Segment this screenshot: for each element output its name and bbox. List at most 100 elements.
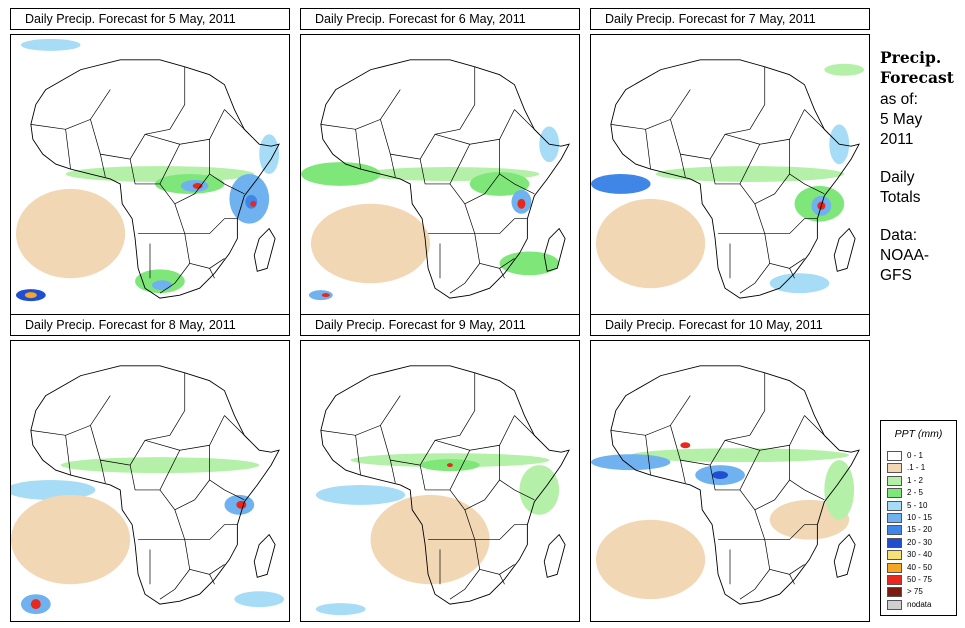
precip-map (590, 340, 870, 622)
legend-item: 40 - 50 (887, 562, 953, 573)
legend-item: nodata (887, 599, 953, 610)
precip-area (630, 448, 850, 463)
precip-area (769, 273, 830, 294)
legend-swatch (887, 562, 902, 573)
country-border (100, 460, 106, 484)
panel-title: Daily Precip. Forecast for 7 May, 2011 (590, 8, 870, 30)
forecast-panel: Daily Precip. Forecast for 9 May, 2011 (300, 314, 580, 622)
country-border (804, 109, 830, 135)
legend-swatch (887, 463, 902, 474)
country-border (380, 372, 476, 466)
country-border (789, 574, 795, 585)
precip-area (591, 174, 651, 194)
country-border (610, 89, 691, 130)
legend-label: 0 - 1 (907, 451, 924, 460)
precip-area (250, 200, 257, 207)
country-border (390, 460, 396, 484)
country-border (90, 66, 186, 160)
precip-area (192, 182, 203, 189)
precip-area (712, 471, 729, 480)
country-border (645, 435, 651, 476)
legend-swatch (887, 525, 902, 536)
country-border (464, 203, 528, 234)
madagascar-outline (833, 533, 856, 578)
country-border (474, 233, 515, 269)
precip-map (10, 34, 290, 316)
legend-item: .1 - 1 (887, 463, 953, 474)
legend-item: 15 - 20 (887, 525, 953, 536)
legend-label: .1 - 1 (907, 463, 926, 473)
precip-area (499, 251, 560, 276)
country-border (645, 129, 651, 170)
country-border (739, 173, 825, 205)
panel-title: Daily Precip. Forecast for 8 May, 2011 (10, 314, 290, 336)
country-border (209, 268, 215, 279)
country-border (65, 435, 71, 476)
precip-area (301, 162, 381, 186)
precip-area (310, 203, 431, 284)
heading-line2: Forecast (880, 68, 954, 87)
country-border (610, 395, 691, 436)
legend-swatch (887, 488, 902, 499)
precip-area (321, 293, 330, 298)
forecast-panel: Daily Precip. Forecast for 8 May, 2011 (10, 314, 290, 622)
country-border (100, 154, 106, 178)
country-border (129, 450, 181, 491)
country-border (144, 415, 225, 451)
precip-map (10, 340, 290, 622)
legend-label: nodata (907, 599, 932, 609)
forecast-info: Precip. Forecast as of: 5 May 2011 Daily… (880, 48, 964, 286)
panel-title: Daily Precip. Forecast for 6 May, 2011 (300, 8, 580, 30)
country-border (724, 109, 805, 145)
legend-label: 50 - 75 (907, 575, 932, 584)
heading-line1: Precip. (880, 48, 942, 67)
country-border (380, 66, 476, 160)
precip-map (300, 340, 580, 622)
precip-area (655, 166, 845, 182)
country-border (174, 509, 238, 540)
madagascar-outline (253, 227, 276, 272)
country-border (184, 539, 225, 575)
data-label: Data: (880, 227, 918, 244)
madagascar-outline (833, 227, 856, 272)
country-border (754, 509, 818, 540)
country-border (449, 173, 535, 205)
country-border (184, 233, 225, 269)
legend-swatch (887, 575, 902, 585)
country-border (474, 539, 515, 575)
legend-label: 20 - 30 (907, 537, 932, 547)
precip-area (24, 292, 37, 299)
country-border (209, 574, 215, 585)
country-border (449, 479, 535, 511)
precip-area (595, 519, 706, 600)
asof-date-line2: 2011 (880, 131, 914, 148)
country-border (224, 415, 250, 441)
country-border (754, 203, 818, 234)
country-border (65, 129, 71, 170)
country-border (449, 263, 480, 294)
country-border (224, 109, 250, 135)
precip-area (15, 188, 126, 279)
panel-title: Daily Precip. Forecast for 9 May, 2011 (300, 314, 580, 336)
precip-area (236, 500, 247, 509)
precip-area (591, 454, 671, 471)
legend-swatch (887, 500, 902, 511)
country-border (434, 415, 515, 451)
precip-area (11, 480, 96, 500)
madagascar-outline (543, 533, 566, 578)
precip-area (315, 603, 366, 616)
country-border (670, 66, 766, 160)
country-border (764, 233, 805, 269)
legend-label: 10 - 15 (907, 513, 932, 522)
precip-area (519, 465, 560, 515)
country-border (434, 109, 515, 145)
forecast-panel: Daily Precip. Forecast for 7 May, 2011 (590, 8, 870, 316)
legend-item: 5 - 10 (887, 500, 953, 511)
precip-area (20, 38, 81, 51)
country-border (159, 569, 190, 600)
country-border (419, 144, 471, 185)
country-border (90, 372, 186, 466)
legend-swatch (887, 587, 902, 598)
legend-label: 5 - 10 (907, 500, 928, 510)
coastline (320, 59, 570, 299)
